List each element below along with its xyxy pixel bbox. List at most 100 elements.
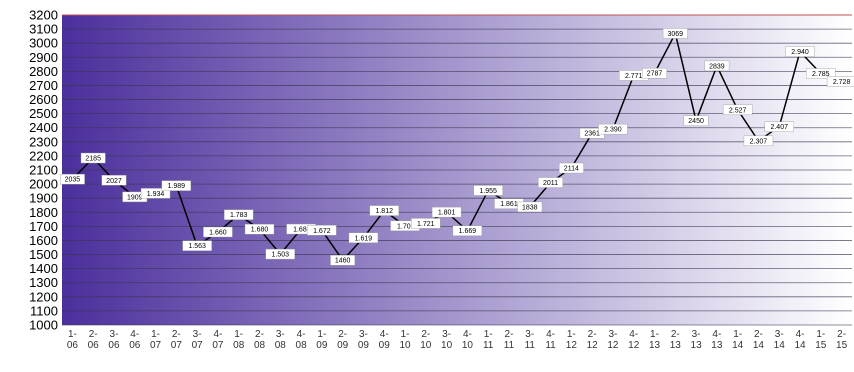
svg-text:1.783: 1.783 — [230, 212, 248, 219]
data-label: 1.680 — [244, 223, 275, 235]
y-tick-label: 2500 — [29, 106, 58, 121]
y-tick-label: 3200 — [29, 8, 58, 23]
data-label: 2114 — [558, 162, 584, 174]
svg-text:1.672: 1.672 — [313, 228, 331, 235]
data-label: 1.812 — [369, 205, 399, 216]
data-label: 1460 — [330, 254, 356, 266]
svg-text:2114: 2114 — [564, 166, 579, 173]
data-label: 2787 — [642, 67, 667, 79]
y-tick-label: 1000 — [29, 318, 58, 333]
y-tick-label: 3000 — [29, 36, 58, 51]
data-label: 2450 — [683, 115, 709, 126]
x-tick-label: 1-12 — [566, 329, 578, 351]
x-tick-label: 4-13 — [711, 329, 723, 351]
svg-text:2450: 2450 — [688, 118, 704, 125]
svg-text:1.563: 1.563 — [188, 243, 206, 250]
data-label: 1.672 — [307, 225, 337, 236]
svg-text:2839: 2839 — [709, 63, 725, 70]
svg-text:1.812: 1.812 — [375, 208, 393, 215]
x-axis: 1-06 2-06 3-06 4-06 1-07 2-07 3-07 4-07 1-08 2-08… — [67, 329, 848, 351]
data-label: 2035 — [59, 173, 85, 185]
svg-text:1.619: 1.619 — [355, 235, 373, 242]
svg-text:1.660: 1.660 — [209, 230, 227, 237]
svg-text:1.801: 1.801 — [438, 210, 456, 217]
svg-text:2027: 2027 — [106, 178, 122, 185]
data-label: 2.527 — [722, 104, 753, 116]
data-label: 1.619 — [348, 232, 379, 243]
x-tick-label: 2-14 — [753, 329, 765, 351]
data-label: 1.801 — [431, 206, 462, 218]
svg-text:2.940: 2.940 — [791, 49, 809, 56]
data-label: 2.407 — [764, 121, 794, 132]
x-tick-label: 1-07 — [150, 329, 162, 351]
y-tick-label: 3100 — [29, 22, 58, 37]
data-label: 1.989 — [161, 180, 192, 191]
data-label: 2.390 — [598, 123, 628, 135]
x-tick-label: 1-14 — [732, 329, 744, 351]
svg-text:2011: 2011 — [543, 180, 558, 187]
svg-text:2.785: 2.785 — [812, 71, 830, 78]
svg-text:2035: 2035 — [65, 177, 81, 184]
x-tick-label: 1-11 — [483, 329, 494, 351]
y-tick-label: 1600 — [29, 233, 58, 248]
x-tick-label: 1-13 — [649, 329, 661, 351]
data-label: 2.307 — [743, 135, 774, 147]
data-label: 2027 — [101, 175, 127, 186]
x-tick-label: 2-06 — [88, 329, 100, 351]
x-tick-label: 3-06 — [108, 329, 120, 351]
x-tick-label: 4-07 — [212, 329, 224, 351]
svg-text:1.955: 1.955 — [479, 188, 497, 195]
y-axis: 1000110012001300140015001600170018001900… — [29, 8, 58, 333]
data-label: 1.669 — [452, 225, 483, 236]
x-tick-label: 3-09 — [358, 329, 370, 351]
y-tick-label: 2200 — [29, 148, 58, 163]
svg-text:1.68·: 1.68· — [293, 227, 309, 234]
x-tick-label: 1-15 — [815, 329, 827, 351]
y-tick-label: 1400 — [29, 261, 58, 276]
svg-text:1838: 1838 — [522, 204, 538, 211]
y-tick-label: 2900 — [29, 50, 58, 65]
x-tick-label: 1-10 — [399, 329, 411, 351]
x-tick-label: 3-10 — [441, 329, 453, 351]
svg-text:2.771: 2.771 — [625, 73, 643, 80]
y-tick-label: 2700 — [29, 78, 58, 93]
data-label: 2.785 — [806, 68, 836, 79]
svg-text:1.989: 1.989 — [168, 183, 186, 190]
x-tick-label: 4-12 — [628, 329, 640, 351]
svg-text:1460: 1460 — [335, 258, 351, 265]
x-tick-label: 4-11 — [545, 329, 556, 351]
data-label: 1.660 — [203, 226, 233, 238]
svg-text:3069: 3069 — [668, 31, 684, 38]
svg-text:2361: 2361 — [584, 131, 600, 138]
y-tick-label: 1500 — [29, 247, 58, 262]
svg-text:2787: 2787 — [647, 71, 663, 78]
y-tick-label: 2300 — [29, 134, 58, 149]
y-tick-label: 1700 — [29, 219, 58, 234]
data-label: 1.955 — [473, 185, 503, 196]
data-label: 1.783 — [224, 209, 254, 220]
svg-text:2.527: 2.527 — [729, 107, 747, 114]
y-tick-label: 1800 — [29, 205, 58, 220]
x-tick-label: 2-09 — [337, 329, 349, 351]
x-tick-label: 2-12 — [587, 329, 599, 351]
svg-text:1.669: 1.669 — [459, 228, 477, 235]
data-label: 1.503 — [265, 248, 295, 260]
y-tick-label: 1300 — [29, 275, 58, 290]
svg-text:2.728: 2.728 — [833, 79, 851, 86]
data-label: 1.934 — [140, 188, 171, 199]
data-label: 2.940 — [785, 46, 815, 57]
y-tick-label: 2800 — [29, 64, 58, 79]
data-label: 1.563 — [182, 240, 212, 251]
data-label: 2.728 — [826, 76, 854, 87]
x-tick-label: 4-10 — [462, 329, 474, 351]
x-tick-label: 2-07 — [171, 329, 183, 351]
x-tick-label: 2-11 — [504, 329, 515, 351]
svg-text:2185: 2185 — [85, 156, 101, 163]
x-tick-label: 2-10 — [420, 329, 432, 351]
svg-text:1909: 1909 — [127, 194, 143, 201]
svg-text:1.503: 1.503 — [272, 252, 290, 259]
x-tick-label: 3-11 — [525, 329, 536, 351]
svg-text:2.307: 2.307 — [750, 138, 768, 145]
